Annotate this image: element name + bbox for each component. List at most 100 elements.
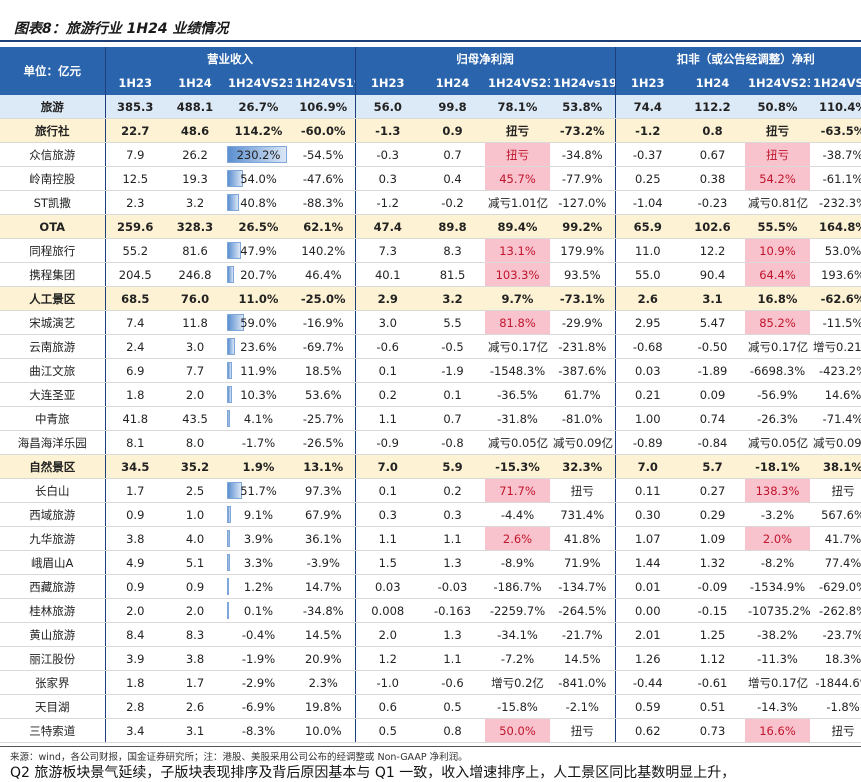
cell-text: 0.7 [443, 411, 462, 426]
data-cell: -134.7% [550, 574, 615, 599]
data-cell: 0.1 [354, 478, 420, 503]
cell-text: 岭南控股 [29, 171, 76, 186]
data-cell: 16.8% [745, 286, 810, 311]
cell-text: 0.00 [634, 603, 661, 618]
cell-text: -1548.3% [489, 363, 546, 378]
data-cell: -15.3% [485, 454, 550, 479]
data-cell: 1.1 [420, 646, 485, 671]
data-bar [227, 410, 231, 427]
cell-text: 18.5% [304, 363, 342, 378]
data-cell: 11.9% [225, 358, 292, 383]
data-cell: 68.5 [104, 286, 165, 311]
cell-text: -0.8 [441, 435, 464, 450]
data-cell: 9.1% [225, 502, 292, 527]
cell-text: -1.0 [376, 675, 399, 690]
cell-text: 53.0% [824, 243, 861, 258]
data-cell: 246.8 [165, 262, 225, 287]
cell-text: 328.3 [176, 219, 214, 234]
data-cell: 0.74 [680, 406, 745, 431]
group-row: 人工景区 68.5 76.0 11.0% -25.0% 2.9 3.2 9.7% -73.1% 2… [0, 286, 861, 311]
cell-text: 0.11 [634, 483, 661, 498]
cell-text: 3.9% [243, 531, 274, 546]
data-cell: 0.1 [420, 382, 485, 407]
cell-text: 18.3% [824, 651, 861, 666]
cell-text: 55.2 [122, 243, 149, 258]
cell-text: 11.0% [238, 291, 279, 306]
subheader-row: 1H231H241H24VS231H24VS191H231H241H24VS23… [0, 71, 861, 95]
row-label: 旅游 [0, 95, 105, 119]
cell-text: 48.6 [180, 123, 210, 138]
cell-text: 26.2 [182, 147, 208, 162]
item-row: 众信旅游 7.9 26.2 230.2% -54.5% -0.3 0.7 扭亏 -34.8% -0… [0, 142, 861, 167]
data-cell: 93.5% [550, 262, 615, 287]
cell-text: 0.21 [634, 387, 661, 402]
cell-text: -71.4% [822, 411, 861, 426]
cell-text: 67.9% [304, 507, 342, 522]
item-row: 西域旅游 0.9 1.0 9.1% 67.9% 0.3 0.3 -4.4% 731.4% 0.30… [0, 502, 861, 527]
data-cell: -1.89 [680, 358, 745, 383]
row-label: 云南旅游 [0, 334, 105, 359]
data-cell: 1.1 [354, 526, 420, 551]
row-label: 西域旅游 [0, 502, 105, 527]
cell-text: 0.09 [699, 387, 726, 402]
cell-text: 204.5 [118, 267, 152, 282]
data-cell: 减亏0.09亿 [550, 430, 615, 455]
data-cell: 16.6% [745, 718, 810, 743]
cell-text: -77.9% [561, 171, 603, 186]
data-cell: 0.5 [420, 694, 485, 719]
data-cell: -21.7% [550, 622, 615, 647]
data-cell: 55.5% [745, 214, 810, 239]
data-cell: 97.3% [292, 478, 355, 503]
cell-text: -62.6% [820, 291, 861, 306]
cell-text: 1.9% [242, 459, 275, 474]
data-cell: 0.2 [354, 382, 420, 407]
data-cell: 9.7% [485, 286, 550, 311]
data-cell: 19.3 [165, 166, 225, 191]
data-cell: -232.3% [810, 190, 861, 215]
data-cell: 41.8 [104, 406, 165, 431]
data-cell: 扭亏 [550, 478, 615, 503]
cell-text: 2.6 [185, 699, 205, 714]
cell-text: 89.8 [438, 219, 467, 234]
cell-text: 0.62 [634, 723, 661, 738]
cell-text: 0.27 [699, 483, 726, 498]
item-row: ST凯撒 2.3 3.2 40.8% -88.3% -1.2 -0.2 减亏1.01亿 -127… [0, 190, 861, 215]
data-cell: 扭亏 [550, 718, 615, 743]
source-rule [0, 746, 861, 747]
cell-text: 3.0 [185, 339, 205, 354]
data-cell: 34.5 [104, 454, 165, 479]
cell-text: -69.7% [302, 339, 344, 354]
cell-text: 4.9 [126, 555, 145, 570]
data-cell: 26.2 [165, 142, 225, 167]
data-cell: 扭亏 [810, 478, 861, 503]
cell-text: 731.4% [560, 507, 605, 522]
data-cell: -81.0% [550, 406, 615, 431]
data-cell: 1.09 [680, 526, 745, 551]
cell-text: -1.2 [635, 123, 661, 138]
item-row: 岭南控股 12.5 19.3 54.0% -47.6% 0.3 0.4 45.7% -77.9%… [0, 166, 861, 191]
data-cell: 0.1% [225, 598, 292, 623]
cell-text: 5.9 [442, 459, 463, 474]
cell-text: 55.5% [757, 219, 798, 234]
cell-text: 1.7 [185, 675, 205, 690]
data-cell: -0.84 [680, 430, 745, 455]
cell-text: 164.8% [819, 219, 861, 234]
cell-text: 13.1% [303, 459, 344, 474]
column-header: 1H23 [614, 71, 680, 95]
data-cell: 1.2 [354, 646, 420, 671]
cell-text: 50.8% [757, 99, 798, 114]
data-cell: 259.6 [104, 214, 165, 239]
cell-text: -6698.3% [749, 363, 806, 378]
cell-text: 1.3 [443, 627, 462, 642]
data-cell: 7.7 [165, 358, 225, 383]
data-cell: 11.0 [614, 238, 680, 263]
data-cell: 164.8% [810, 214, 861, 239]
cell-text: 19.8% [304, 699, 342, 714]
data-cell: 0.62 [614, 718, 680, 743]
group-header: 扣非（或公告经调整）净利 [614, 47, 861, 71]
cell-text: 0.03 [634, 363, 661, 378]
cell-text: 50.0% [499, 723, 536, 738]
cell-text: 扭亏 [766, 147, 789, 162]
cell-text: 62.1% [303, 219, 344, 234]
data-cell: 0.7 [420, 406, 485, 431]
